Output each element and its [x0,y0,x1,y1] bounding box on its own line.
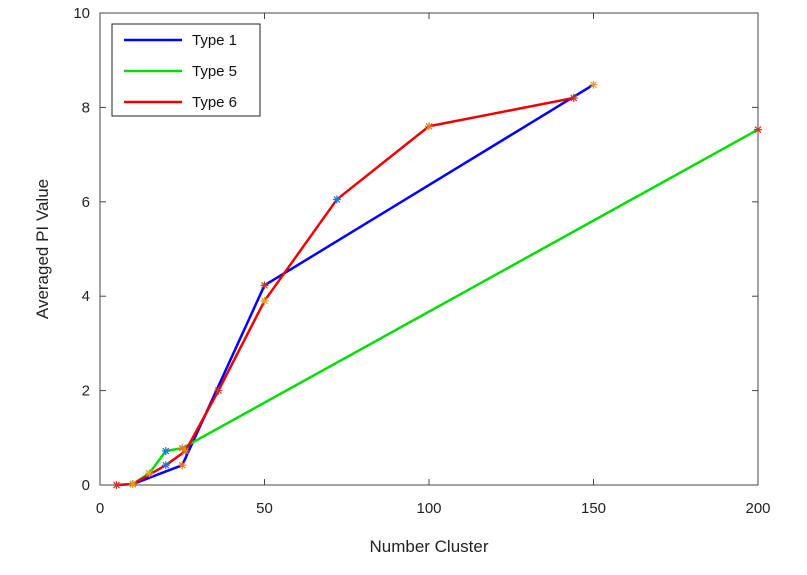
legend-label: Type 1 [192,32,237,49]
data-point [425,122,433,131]
data-point [112,481,121,489]
series-line [132,83,595,486]
data-point [332,195,341,204]
x-tick-label: 50 [256,500,273,517]
data-point [569,93,578,102]
y-tick-label: 10 [73,5,90,22]
data-point [181,447,190,456]
series-line [116,96,575,487]
data-point [145,469,154,478]
data-point [178,461,187,470]
data-point [754,125,762,134]
axis-ticks: 0 50 100 150 200 0 2 4 6 8 10 [73,5,770,517]
y-tick-label: 2 [82,383,90,400]
y-axis-title: Averaged PI Value [33,179,52,319]
legend-label: Type 5 [192,63,237,80]
data-point [161,447,170,456]
data-point [128,480,137,489]
y-tick-label: 4 [82,288,90,305]
series-line [116,128,759,487]
data-point [161,461,170,470]
data-point [260,281,269,290]
y-tick-label: 6 [82,194,90,211]
y-tick-label: 0 [82,477,90,494]
legend-label: Type 6 [192,94,237,111]
data-point [589,80,598,89]
x-tick-label: 0 [96,500,104,517]
y-tick-label: 8 [82,99,90,116]
x-tick-label: 100 [416,500,441,517]
series-lines [112,80,762,489]
data-point [260,296,269,305]
data-point [214,386,223,395]
x-tick-label: 200 [745,500,770,517]
x-axis-title: Number Cluster [369,537,488,556]
x-tick-label: 150 [581,500,606,517]
legend: Type 1 Type 5 Type 6 [111,23,261,117]
